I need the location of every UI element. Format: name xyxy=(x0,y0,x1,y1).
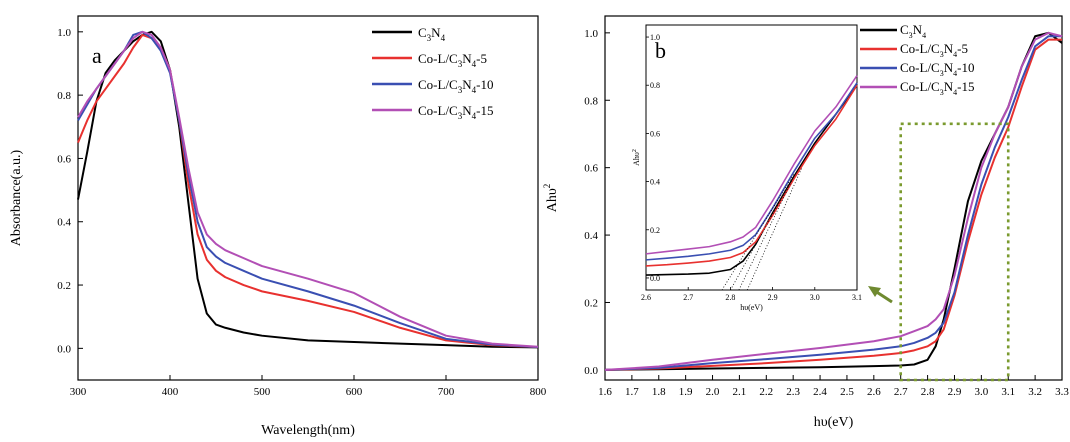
chart-b-x-tick-label: 2.4 xyxy=(813,386,827,398)
chart-a-panel-label: a xyxy=(92,43,102,68)
chart-b-inset-y-tick-label: 0.8 xyxy=(650,81,660,90)
chart-b-inset-x-tick-label: 3.1 xyxy=(852,293,862,302)
chart-b-x-tick-label: 3.1 xyxy=(1001,386,1015,398)
chart-b-x-tick-label: 2.6 xyxy=(867,386,881,398)
chart-b-inset-x-tick-label: 2.7 xyxy=(683,293,693,302)
chart-a-series-line xyxy=(77,30,539,349)
chart-b-inset-y-axis-title: Ahυ2 xyxy=(632,149,641,166)
chart-b-inset-y-tick-label: 0.6 xyxy=(650,129,660,138)
chart-a-legend-label: Co-L/C3N4-10 xyxy=(418,77,493,95)
chart-b-inset-x-tick-label: 2.9 xyxy=(768,293,778,302)
chart-a-legend-label: Co-L/C3N4-5 xyxy=(418,51,487,69)
chart-b-panel-label: b xyxy=(655,38,666,63)
chart-b-x-tick-label: 2.3 xyxy=(786,386,800,398)
chart-b-series-line xyxy=(604,31,1063,371)
chart-a-legend-label: Co-L/C3N4-15 xyxy=(418,103,493,121)
chart-b-x-tick-label: 1.7 xyxy=(625,386,639,398)
chart-b-y-tick-label: 0.0 xyxy=(584,365,598,377)
chart-b-x-tick-label: 3.3 xyxy=(1055,386,1069,398)
chart-a-y-tick-label: 0.8 xyxy=(57,90,71,102)
chart-a-series-line xyxy=(77,30,539,348)
chart-b-inset-series-line xyxy=(645,84,858,276)
chart-b-legend-label: C3N4 xyxy=(900,22,926,40)
chart-a-x-tick-label: 500 xyxy=(254,386,271,398)
chart-a-legend-label: C3N4 xyxy=(418,25,446,43)
chart-a-y-tick-label: 1.0 xyxy=(57,27,71,39)
chart-b-inset-x-tick-label: 3.0 xyxy=(810,293,820,302)
chart-b-series-line xyxy=(604,35,1062,371)
chart-b-inset-tangent-line xyxy=(730,176,795,291)
chart-b-y-tick-label: 0.2 xyxy=(584,297,598,309)
chart-b-inset-y-tick-label: 1.0 xyxy=(650,33,660,42)
chart-b-inset-series-line xyxy=(645,82,858,261)
chart-b-x-tick-label: 2.8 xyxy=(921,386,935,398)
chart-b: 1.6 1.7 1.8 1.9 2.0 2.1 2.2 2.3 2.4 2.5 2.6 2.7 2.8 2… xyxy=(542,15,1069,430)
chart-b-x-tick-label: 2.9 xyxy=(948,386,962,398)
chart-b-x-tick-label: 1.6 xyxy=(598,386,612,398)
chart-a-y-tick-label: 0.0 xyxy=(57,343,71,355)
chart-b-inset-y-tick-label: 0.4 xyxy=(650,178,660,187)
chart-b-y-tick-label: 0.4 xyxy=(584,230,598,242)
chart-b-inset: 2.6 2.7 2.8 2.9 3.0 3.1 0.0 0.2 0.4 0.6 0.8 1.0 hυ(e… xyxy=(632,24,862,312)
chart-b-legend-label: Co-L/C3N4-10 xyxy=(900,60,974,78)
chart-a-series-line xyxy=(77,33,539,349)
chart-b-inset-series-line xyxy=(645,75,858,255)
chart-b-x-tick-label: 2.2 xyxy=(759,386,773,398)
chart-b-x-tick-label: 1.8 xyxy=(652,386,666,398)
chart-b-inset-x-tick-label: 2.6 xyxy=(641,293,651,302)
chart-a: 300 400 500 600 700 800 0.0 0.2 0.4 0.6 0.8 1.0 Wave… xyxy=(9,15,547,438)
chart-b-inset-y-tick-label: 0.0 xyxy=(650,274,660,283)
chart-b-y-tick-label: 0.6 xyxy=(584,163,598,175)
chart-a-x-tick-label: 400 xyxy=(162,386,179,398)
chart-b-x-tick-label: 1.9 xyxy=(679,386,693,398)
chart-a-plot-area xyxy=(77,15,539,381)
chart-b-series-line xyxy=(604,38,1062,371)
chart-b-x-tick-label: 2.0 xyxy=(706,386,720,398)
chart-a-x-tick-label: 600 xyxy=(346,386,363,398)
chart-b-inset-series-line xyxy=(645,84,858,267)
chart-b-inset-x-axis-title: hυ(eV) xyxy=(740,303,763,312)
chart-a-y-tick-label: 0.4 xyxy=(57,217,71,229)
chart-b-inset-y-tick-label: 0.2 xyxy=(650,226,660,235)
chart-b-legend-label: Co-L/C3N4-5 xyxy=(900,41,968,59)
chart-b-inset-x-tick-label: 2.8 xyxy=(725,293,735,302)
chart-b-legend-label: Co-L/C3N4-15 xyxy=(900,79,974,97)
chart-b-x-axis-title: hυ(eV) xyxy=(814,415,854,430)
chart-a-x-axis-title: Wavelength(nm) xyxy=(261,423,355,438)
chart-b-x-tick-label: 2.5 xyxy=(840,386,854,398)
chart-b-y-tick-label: 1.0 xyxy=(584,28,598,40)
chart-b-x-tick-label: 3.2 xyxy=(1028,386,1042,398)
chart-b-x-tick-label: 2.1 xyxy=(733,386,747,398)
chart-a-y-tick-label: 0.6 xyxy=(57,153,71,165)
chart-b-y-axis-title: Ahυ2 xyxy=(542,184,560,213)
chart-a-y-axis-title: Absorbance(a.u.) xyxy=(9,149,24,246)
chart-a-x-tick-label: 700 xyxy=(438,386,455,398)
chart-b-x-tick-label: 2.7 xyxy=(894,386,908,398)
chart-b-y-tick-label: 0.8 xyxy=(584,95,598,107)
chart-a-x-tick-label: 800 xyxy=(530,386,547,398)
chart-b-zoom-arrow-head xyxy=(868,286,881,297)
chart-b-x-tick-label: 3.0 xyxy=(974,386,988,398)
chart-a-x-tick-label: 300 xyxy=(70,386,87,398)
chart-a-y-tick-label: 0.2 xyxy=(57,280,71,292)
